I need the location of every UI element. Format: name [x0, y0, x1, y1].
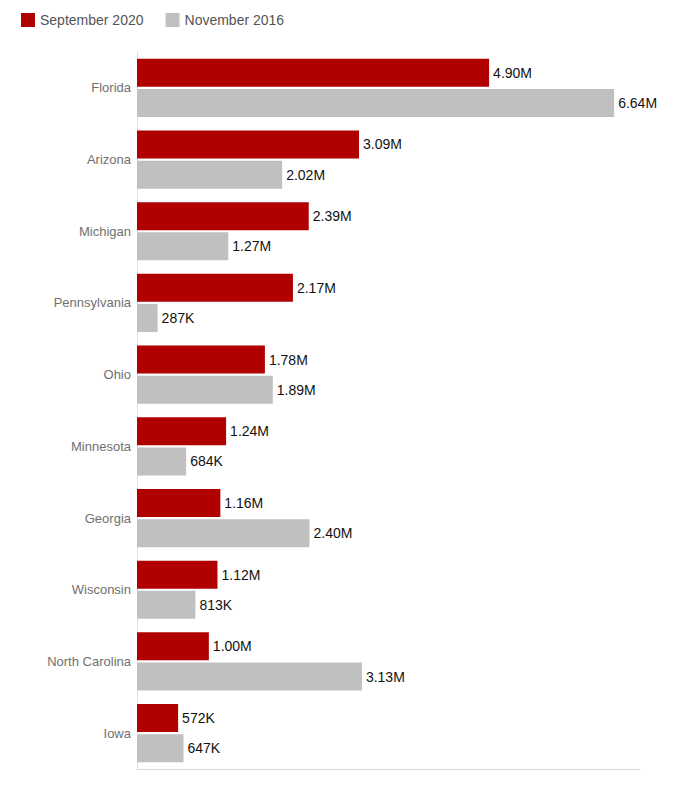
- svg-text:1.24M: 1.24M: [230, 423, 269, 439]
- svg-text:Iowa: Iowa: [104, 726, 132, 741]
- svg-text:647K: 647K: [187, 740, 220, 756]
- svg-text:Georgia: Georgia: [85, 511, 132, 526]
- svg-text:2.40M: 2.40M: [313, 525, 352, 541]
- svg-text:November 2016: November 2016: [185, 12, 285, 28]
- svg-text:Minnesota: Minnesota: [71, 439, 132, 454]
- svg-text:1.89M: 1.89M: [277, 382, 316, 398]
- svg-text:3.13M: 3.13M: [366, 669, 405, 685]
- svg-text:2.17M: 2.17M: [297, 280, 336, 296]
- svg-text:1.00M: 1.00M: [213, 638, 252, 654]
- svg-text:Florida: Florida: [91, 80, 132, 95]
- svg-text:287K: 287K: [162, 310, 195, 326]
- svg-text:2.39M: 2.39M: [313, 208, 352, 224]
- svg-text:2.02M: 2.02M: [286, 167, 325, 183]
- svg-text:684K: 684K: [190, 453, 223, 469]
- svg-text:572K: 572K: [182, 710, 215, 726]
- svg-text:1.78M: 1.78M: [269, 352, 308, 368]
- svg-text:4.90M: 4.90M: [493, 65, 532, 81]
- svg-text:1.16M: 1.16M: [224, 495, 263, 511]
- svg-text:813K: 813K: [199, 597, 232, 613]
- svg-text:Wisconsin: Wisconsin: [72, 582, 131, 597]
- svg-text:Pennsylvania: Pennsylvania: [54, 295, 132, 310]
- svg-text:September 2020: September 2020: [40, 12, 144, 28]
- svg-text:1.12M: 1.12M: [221, 567, 260, 583]
- svg-text:6.64M: 6.64M: [618, 95, 657, 111]
- svg-text:North Carolina: North Carolina: [47, 654, 132, 669]
- svg-text:1.27M: 1.27M: [232, 238, 271, 254]
- svg-text:Arizona: Arizona: [87, 152, 132, 167]
- svg-text:Michigan: Michigan: [79, 224, 131, 239]
- svg-text:Ohio: Ohio: [104, 367, 131, 382]
- svg-text:3.09M: 3.09M: [363, 136, 402, 152]
